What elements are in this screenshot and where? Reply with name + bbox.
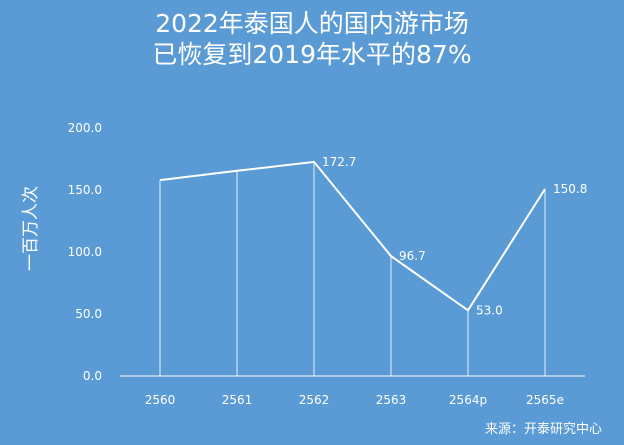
chart-title-line-2: 已恢复到2019年水平的87%	[152, 40, 472, 69]
data-labels: 172.7 96.7 53.0 150.8	[322, 155, 587, 317]
y-tick-label: 0.0	[83, 369, 102, 383]
x-tick-label: 2563	[376, 393, 407, 407]
data-label: 172.7	[322, 155, 356, 169]
y-tick-label: 150.0	[68, 183, 102, 197]
data-label: 150.8	[553, 182, 587, 196]
y-tick-label: 200.0	[68, 121, 102, 135]
x-tick-label: 2565e	[526, 393, 564, 407]
chart-title-line-1: 2022年泰国人的国内游市场	[155, 9, 469, 38]
drop-lines	[159, 161, 546, 376]
data-label: 53.0	[476, 303, 503, 317]
x-tick-label: 2564p	[449, 393, 487, 407]
x-tick-label: 2562	[299, 393, 330, 407]
x-tick-label: 2561	[222, 393, 253, 407]
y-tick-labels: 0.0 50.0 100.0 150.0 200.0	[68, 121, 102, 383]
data-label: 96.7	[399, 249, 426, 263]
x-tick-labels: 2560 2561 2562 2563 2564p 2565e	[145, 393, 564, 407]
y-tick-label: 100.0	[68, 245, 102, 259]
source-note: 来源：开泰研究中心	[484, 422, 602, 437]
chart-title: 2022年泰国人的国内游市场 已恢复到2019年水平的87%	[0, 8, 624, 70]
series-line	[159, 160, 546, 312]
x-tick-label: 2560	[145, 393, 176, 407]
y-tick-label: 50.0	[75, 307, 102, 321]
